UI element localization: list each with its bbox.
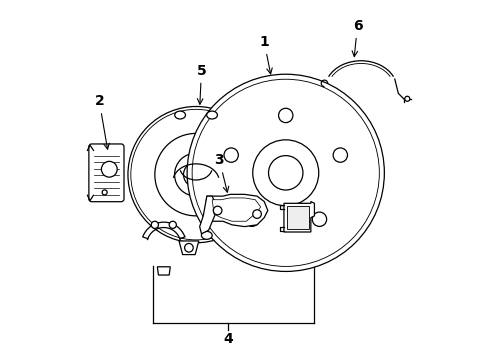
Circle shape (101, 161, 117, 177)
Polygon shape (284, 202, 314, 232)
Circle shape (404, 96, 409, 101)
Text: 5: 5 (196, 64, 206, 104)
Circle shape (332, 148, 347, 162)
Circle shape (252, 140, 318, 206)
Ellipse shape (183, 162, 208, 187)
Ellipse shape (201, 231, 212, 239)
Ellipse shape (128, 107, 264, 243)
Polygon shape (179, 241, 198, 255)
Circle shape (151, 221, 158, 228)
FancyBboxPatch shape (89, 144, 124, 202)
Circle shape (169, 221, 176, 228)
Circle shape (252, 210, 261, 219)
Text: 1: 1 (259, 35, 272, 74)
Polygon shape (212, 198, 260, 221)
Circle shape (192, 79, 379, 266)
Circle shape (312, 212, 326, 226)
Circle shape (278, 108, 292, 123)
Polygon shape (203, 194, 267, 230)
Circle shape (184, 243, 193, 252)
Circle shape (213, 206, 222, 215)
Text: 2: 2 (94, 94, 109, 149)
Polygon shape (199, 196, 217, 234)
Circle shape (187, 74, 384, 271)
Circle shape (102, 190, 107, 195)
Ellipse shape (174, 153, 217, 196)
Ellipse shape (131, 109, 261, 240)
Text: 4: 4 (223, 332, 233, 346)
Circle shape (224, 148, 238, 162)
Ellipse shape (174, 111, 185, 119)
Text: 3: 3 (214, 153, 228, 192)
Polygon shape (157, 267, 170, 275)
Circle shape (268, 156, 303, 190)
Text: 6: 6 (351, 19, 362, 57)
Ellipse shape (206, 111, 217, 119)
Polygon shape (286, 206, 308, 229)
Circle shape (244, 212, 259, 226)
Ellipse shape (155, 134, 237, 216)
